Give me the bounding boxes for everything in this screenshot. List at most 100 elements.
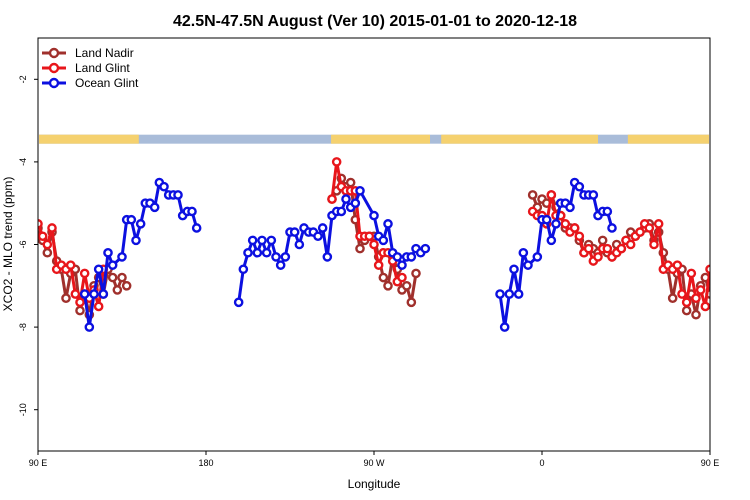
data-point	[159, 181, 169, 192]
data-point	[709, 268, 710, 271]
data-point	[355, 186, 365, 196]
data-point	[327, 194, 337, 204]
data-point	[317, 223, 328, 233]
land-segment	[441, 134, 598, 144]
data-point	[527, 190, 538, 200]
data-point	[331, 157, 342, 167]
data-point	[233, 297, 244, 308]
data-point	[238, 264, 249, 275]
data-point	[364, 231, 375, 242]
data-point	[117, 252, 127, 262]
data-point	[406, 252, 417, 262]
series-ocean-glint	[79, 177, 617, 332]
data-point	[131, 235, 141, 246]
legend-label: Land Nadir	[75, 46, 134, 60]
data-point	[695, 285, 706, 295]
x-axis-label: Longitude	[348, 477, 401, 491]
data-point	[649, 239, 659, 250]
data-point	[607, 223, 617, 233]
data-point	[38, 231, 48, 242]
data-point	[406, 297, 417, 308]
data-point	[70, 289, 81, 299]
data-point	[653, 219, 664, 229]
data-point	[42, 239, 53, 250]
data-point	[667, 293, 678, 303]
data-point	[541, 214, 552, 225]
data-point	[691, 309, 701, 320]
y-tick-label: -10	[18, 403, 28, 416]
data-point	[720, 286, 727, 293]
data-point	[677, 289, 687, 299]
data-point	[513, 289, 524, 299]
land-ocean-mask	[39, 134, 709, 144]
data-point	[280, 252, 291, 262]
land-segment	[39, 134, 139, 144]
data-point	[257, 235, 267, 246]
data-point	[495, 289, 505, 299]
data-point	[705, 264, 710, 275]
data-point	[84, 322, 95, 332]
data-point	[644, 223, 655, 233]
data-point	[350, 198, 361, 208]
data-point	[47, 223, 57, 233]
data-point	[583, 243, 594, 254]
data-point	[593, 252, 603, 262]
data-point	[65, 260, 76, 270]
data-point	[523, 260, 533, 270]
x-axis: 90 E 180 90 W 0 90 E	[29, 451, 719, 468]
data-point	[243, 247, 253, 258]
y-tick-label: -6	[18, 240, 28, 248]
data-point	[294, 239, 305, 250]
legend-swatch-marker	[48, 77, 60, 89]
chart-title: 42.5N-47.5N August (Ver 10) 2015-01-01 t…	[173, 13, 577, 30]
data-point	[509, 264, 519, 275]
data-point	[565, 202, 575, 213]
x-tick-label: 90 W	[363, 458, 385, 468]
legend-item: Land Glint	[42, 61, 130, 75]
data-point	[107, 260, 118, 270]
data-point	[602, 206, 613, 217]
data-point	[383, 219, 393, 229]
data-point	[275, 260, 286, 270]
data-point	[686, 268, 697, 279]
data-point	[597, 235, 608, 246]
data-point	[191, 223, 202, 233]
x-tick-label: 90 E	[29, 458, 48, 468]
data-point	[93, 264, 104, 275]
series-layer	[38, 157, 727, 332]
data-point	[401, 280, 412, 291]
y-tick-label: -8	[18, 323, 28, 331]
data-point	[252, 247, 263, 258]
data-point	[98, 289, 109, 299]
data-point	[341, 194, 351, 204]
data-point	[173, 190, 183, 200]
x-tick-label: 0	[539, 458, 544, 468]
data-point	[602, 243, 613, 254]
data-point	[271, 252, 281, 262]
y-tick-label: -2	[18, 75, 28, 83]
data-point	[42, 247, 53, 258]
legend-label: Ocean Glint	[75, 76, 139, 90]
data-point	[79, 268, 90, 279]
data-point	[355, 243, 365, 254]
data-point	[126, 214, 137, 225]
data-point	[289, 227, 300, 237]
data-point	[574, 181, 585, 192]
data-point	[588, 190, 599, 200]
data-point	[625, 239, 636, 250]
data-point	[546, 235, 557, 246]
land-segment	[627, 134, 709, 144]
data-point	[121, 280, 132, 291]
data-point	[149, 202, 160, 213]
data-point	[266, 235, 277, 246]
data-point	[716, 274, 723, 281]
data-point	[247, 235, 258, 246]
data-point	[322, 252, 333, 262]
legend-swatch-marker	[48, 47, 60, 59]
x-tick-label: 180	[198, 458, 213, 468]
y-axis: -2 -4 -6 -8 -10	[18, 75, 38, 416]
data-point	[378, 272, 389, 283]
data-point	[551, 219, 561, 229]
data-point	[635, 227, 645, 237]
